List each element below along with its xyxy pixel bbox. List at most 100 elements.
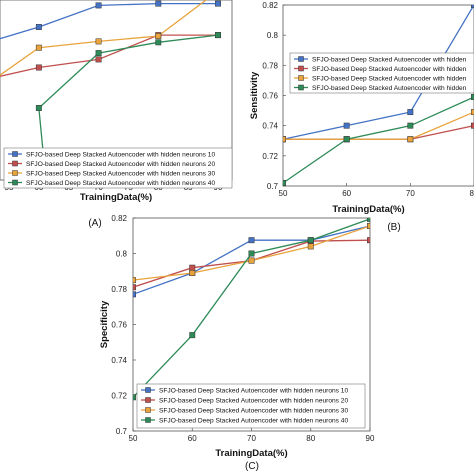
chart-panel-2: 50 60 70 80 0.7 0.72 0.74 0.76 0.78 0.8 0.82 Traini…: [249, 1, 474, 233]
data-point: [35, 44, 42, 51]
legend-entry: SFJO-based Deep Stacked Autoencoder with…: [26, 180, 215, 187]
y-tick-label: 0.82: [111, 214, 127, 223]
x-axis-label: TrainingData(%): [215, 448, 287, 459]
x-axis-label: TrainingData(%): [332, 204, 404, 215]
data-point: [95, 50, 102, 57]
legend-entry: SFJO-based Deep Stacked Autoencoder with…: [312, 75, 467, 82]
data-point: [155, 39, 162, 46]
x-tick-label: 50: [279, 189, 288, 198]
legend-swatch-marker: [12, 170, 18, 176]
x-tick-label: 50: [129, 434, 138, 443]
legend-box: [3, 147, 233, 189]
legend-swatch-marker: [12, 160, 18, 167]
y-axis-label: Sensitivity: [249, 71, 260, 119]
data-point: [367, 218, 370, 222]
data-point: [283, 136, 286, 143]
data-point: [35, 64, 42, 71]
y-tick-label: 0.72: [111, 392, 127, 401]
legend-swatch-marker: [298, 84, 304, 91]
series-group: [133, 218, 370, 401]
legend-box: [136, 383, 366, 429]
legend-entry: SFJO-based Deep Stacked Autoencoder with…: [159, 397, 348, 404]
series-group: [0, 0, 221, 180]
legend-entry: SFJO-based Deep Stacked Autoencoder with…: [312, 66, 467, 73]
y-tick-label: 0.74: [111, 356, 127, 365]
series-line-4: [283, 96, 474, 184]
x-tick-label: 70: [406, 189, 415, 198]
legend-entry: SFJO-based Deep Stacked Autoencoder with…: [26, 170, 215, 177]
panel-label: (B): [387, 222, 400, 233]
y-axis-label: Specificity: [99, 300, 110, 348]
series-line-2: [133, 239, 370, 288]
y-tick-label: 0.82: [262, 1, 278, 10]
data-point: [215, 0, 221, 7]
data-point: [248, 250, 255, 257]
data-point: [35, 24, 42, 30]
data-point: [189, 264, 196, 271]
series-line-3: [0, 0, 208, 77]
legend-swatch-marker: [145, 387, 151, 393]
y-tick-label: 0.74: [262, 122, 278, 131]
legend: SFJO-based Deep Stacked Autoencoder with…: [136, 383, 366, 429]
data-point: [133, 284, 136, 291]
y-tick-label: 0.8: [116, 250, 128, 259]
series-line-4: [133, 218, 370, 398]
x-tick-label: 90: [366, 434, 375, 443]
data-point: [407, 109, 414, 116]
x-tick-label: 80: [306, 434, 315, 443]
legend-entry: SFJO-based Deep Stacked Autoencoder with…: [312, 56, 467, 63]
data-point: [155, 0, 162, 7]
data-point: [343, 122, 350, 129]
series-line-2: [283, 125, 474, 140]
legend-swatch-marker: [12, 151, 18, 157]
data-point: [343, 136, 350, 143]
series-line-2: [0, 34, 218, 77]
data-point: [407, 122, 414, 129]
y-tick-label: 0.72: [262, 152, 278, 161]
data-point: [95, 38, 102, 45]
data-point: [189, 332, 196, 339]
y-tick-label: 0.7: [267, 182, 279, 191]
data-point: [95, 56, 102, 63]
plot-area-border: [282, 4, 474, 187]
x-tick-label: 80: [470, 189, 474, 198]
series-group: [283, 5, 474, 186]
y-tick-label: 0.78: [111, 285, 127, 294]
x-tick-label: 60: [342, 189, 351, 198]
data-point: [35, 105, 42, 111]
chart-panel-1: 5560657075808590TrainingData(%)(A)SFJO-b…: [0, 0, 233, 229]
data-point: [307, 237, 314, 244]
data-point: [133, 291, 136, 298]
legend-swatch-marker: [298, 65, 304, 72]
data-point: [189, 270, 196, 276]
data-point: [307, 243, 314, 250]
x-tick-label: 60: [188, 434, 197, 443]
legend-box: [289, 52, 474, 94]
data-point: [248, 237, 255, 244]
panel-label: (C): [245, 461, 259, 472]
data-point: [95, 2, 102, 9]
data-point: [215, 32, 221, 39]
x-axis-label: TrainingData(%): [80, 192, 152, 203]
legend: SFJO-based Deep Stacked Autoencoder with…: [3, 147, 233, 189]
panel-label: (A): [88, 218, 101, 229]
legend-entry: SFJO-based Deep Stacked Autoencoder with…: [312, 85, 467, 92]
data-point: [133, 394, 136, 401]
legend-entry: SFJO-based Deep Stacked Autoencoder with…: [26, 161, 215, 168]
data-point: [155, 33, 162, 39]
legend: SFJO-based Deep Stacked Autoencoder with…: [289, 52, 474, 94]
legend-swatch-marker: [145, 417, 151, 423]
legend-swatch-marker: [298, 56, 304, 62]
y-tick-label: 0.7: [116, 427, 128, 436]
legend-entry: SFJO-based Deep Stacked Autoencoder with…: [26, 151, 215, 158]
y-tick-label: 0.76: [262, 92, 278, 101]
data-point: [283, 180, 286, 186]
legend-entry: SFJO-based Deep Stacked Autoencoder with…: [159, 417, 348, 424]
data-point: [407, 136, 414, 143]
y-tick-label: 0.78: [262, 61, 278, 70]
x-tick-label: 70: [247, 434, 256, 443]
y-tick-label: 0.8: [267, 31, 279, 40]
legend-swatch-marker: [145, 397, 151, 403]
legend-swatch-marker: [298, 75, 304, 81]
